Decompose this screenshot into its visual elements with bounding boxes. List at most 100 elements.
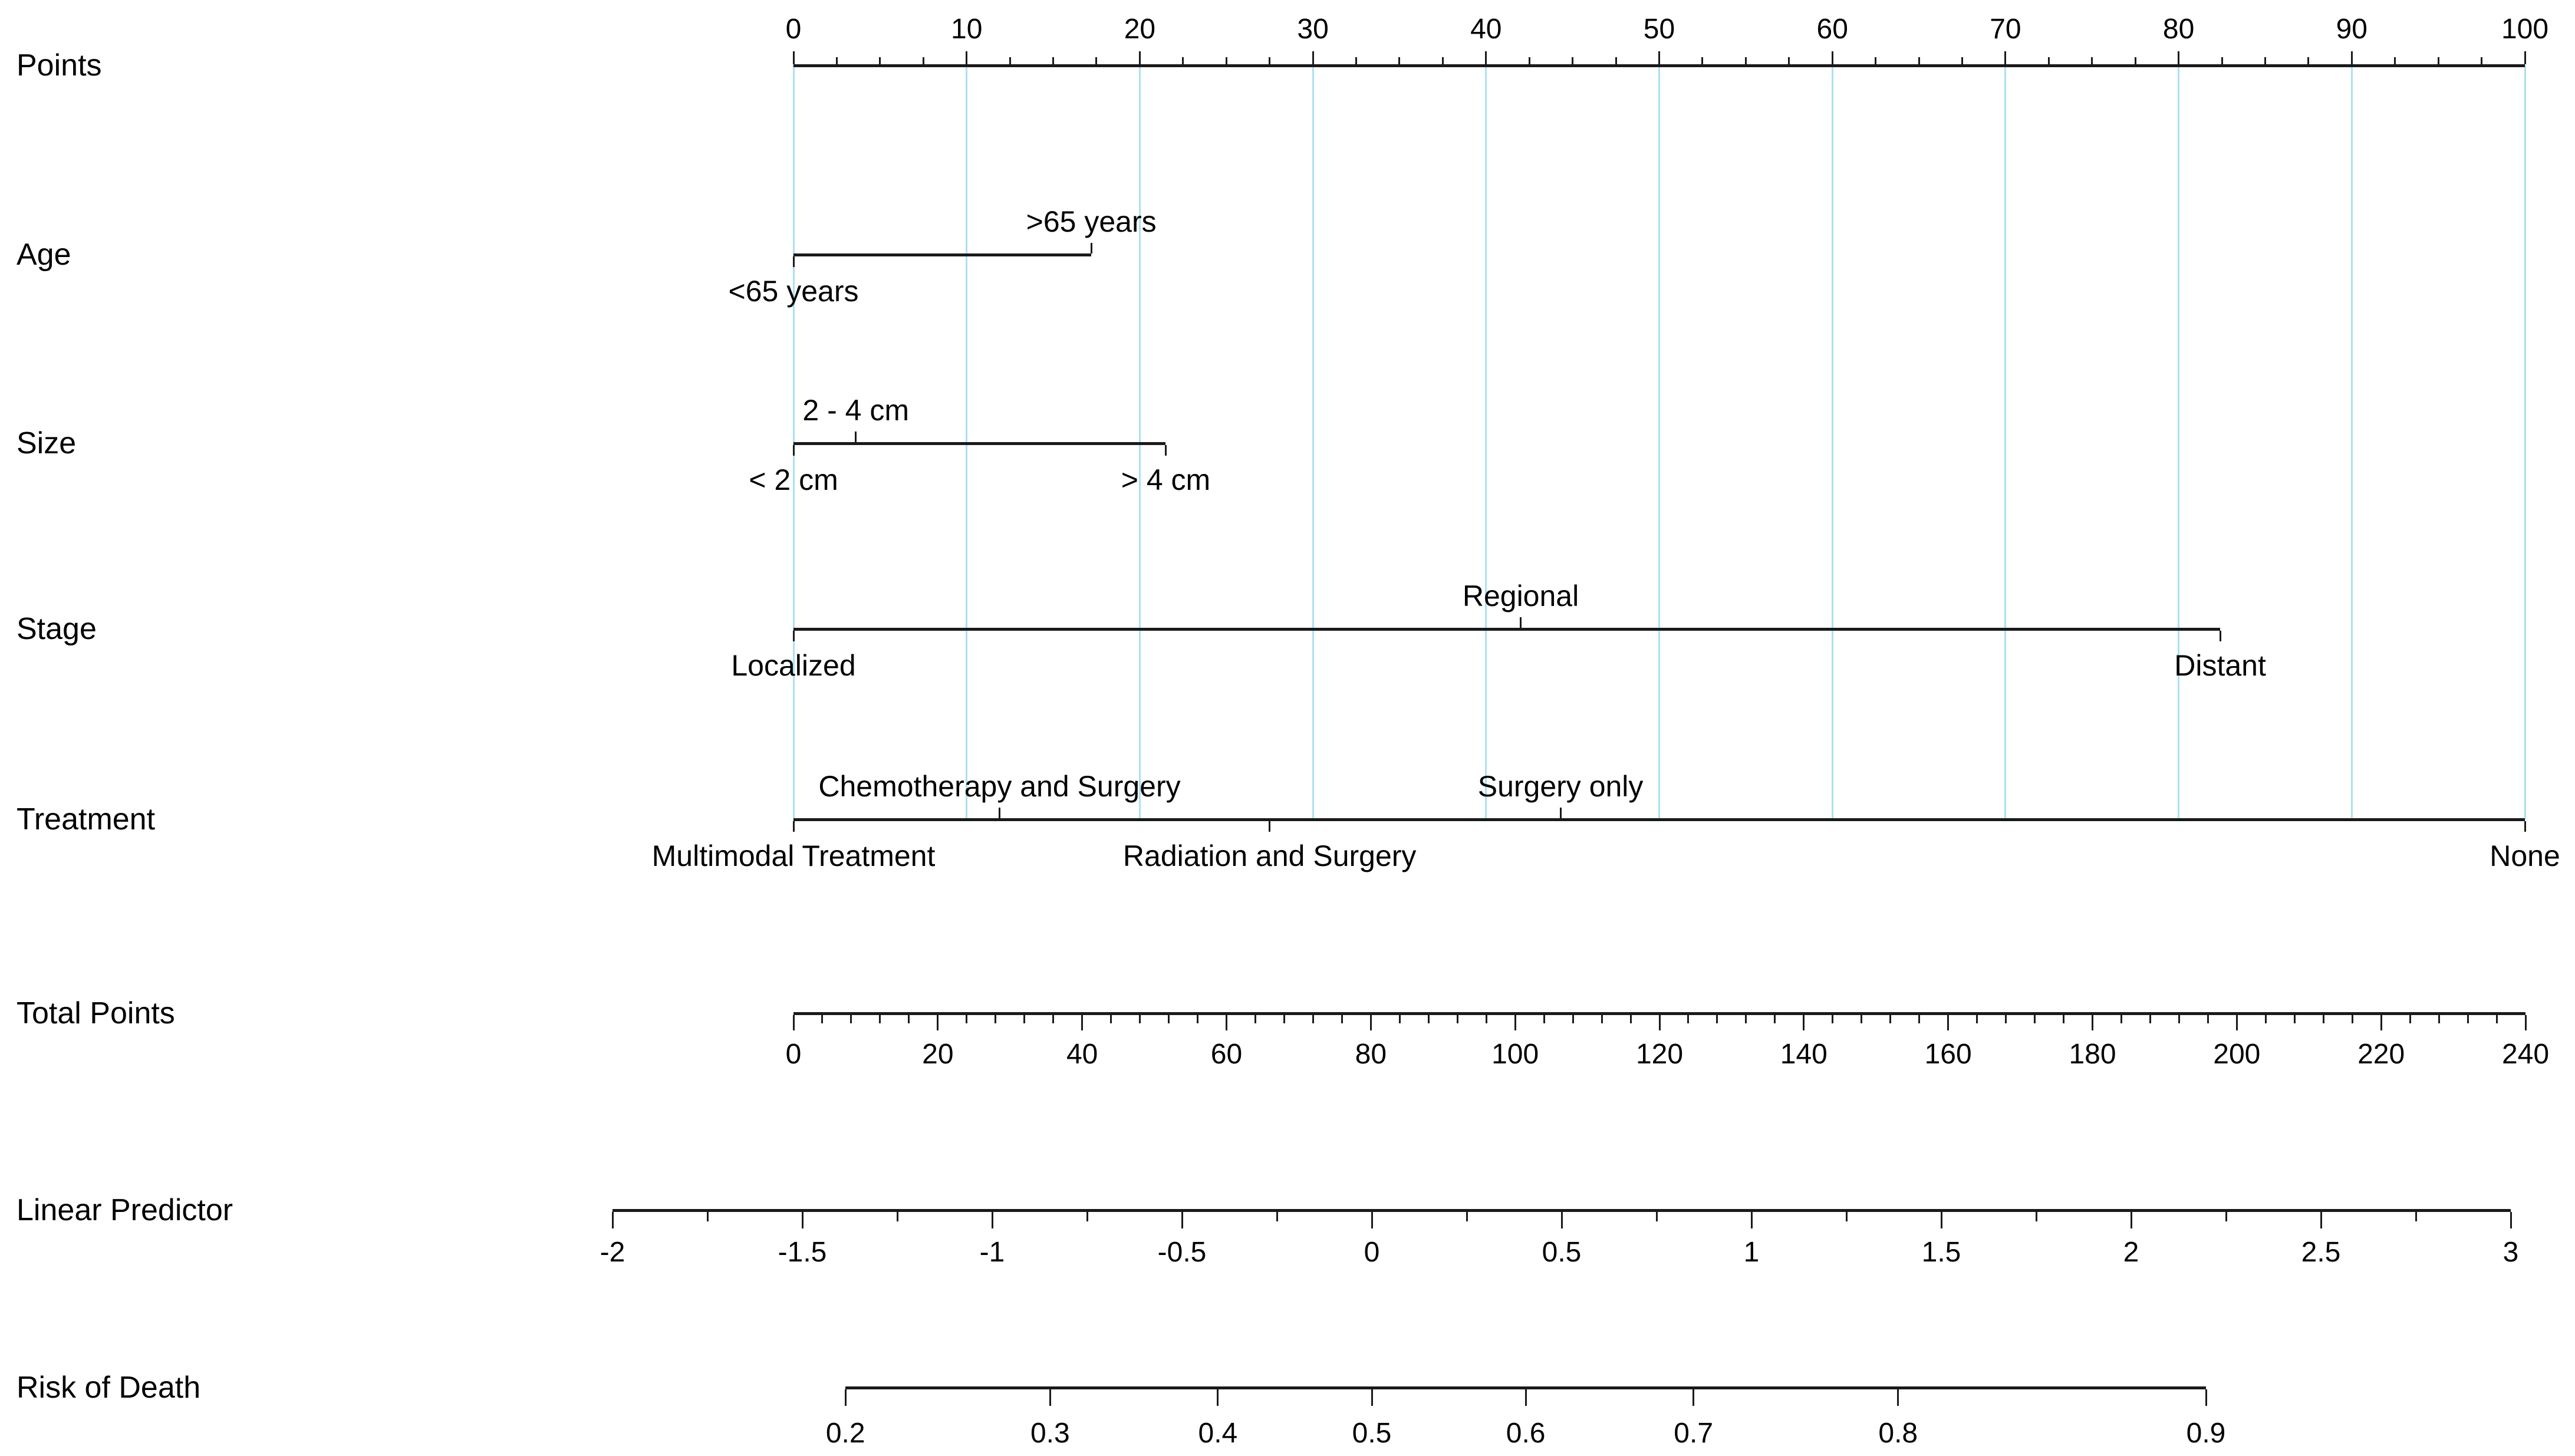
tick-label-points: 90 — [2336, 14, 2367, 45]
tick-label-points: 40 — [1470, 14, 1502, 45]
category-tick-size — [792, 445, 795, 456]
minor-tick-total_points — [2409, 1015, 2411, 1023]
category-label-size: > 4 cm — [1121, 463, 1211, 496]
tick-label-points: 0 — [785, 14, 802, 45]
tick-label-points: 100 — [2501, 14, 2549, 45]
major-tick-risk_of_death — [2205, 1389, 2207, 1406]
tick-label-linear_predictor: -2 — [600, 1237, 625, 1268]
minor-tick-linear_predictor — [1655, 1212, 1658, 1221]
major-tick-points — [2524, 51, 2526, 64]
major-tick-total_points — [1947, 1015, 1950, 1030]
category-tick-size — [855, 431, 857, 442]
tick-label-risk_of_death: 0.4 — [1198, 1418, 1238, 1449]
major-tick-risk_of_death — [1524, 1389, 1527, 1406]
axis-line-points — [793, 64, 2525, 67]
minor-tick-total_points — [2293, 1015, 2296, 1023]
tick-label-points: 20 — [1124, 14, 1156, 45]
major-tick-points — [2350, 51, 2353, 64]
points-gridline — [1831, 65, 1833, 819]
major-tick-points — [2004, 51, 2007, 64]
category-label-size: < 2 cm — [749, 463, 838, 496]
major-tick-total_points — [1658, 1015, 1661, 1030]
tick-label-points: 70 — [1990, 14, 2021, 45]
major-tick-risk_of_death — [844, 1389, 847, 1406]
major-tick-points — [966, 51, 968, 64]
major-tick-total_points — [2380, 1015, 2382, 1030]
major-tick-points — [1658, 51, 1660, 64]
minor-tick-total_points — [1716, 1015, 1718, 1023]
minor-tick-total_points — [1543, 1015, 1545, 1023]
minor-tick-total_points — [1745, 1015, 1747, 1023]
major-tick-linear_predictor — [1750, 1212, 1753, 1228]
major-tick-total_points — [2524, 1015, 2527, 1030]
minor-tick-total_points — [1601, 1015, 1603, 1023]
major-tick-points — [792, 51, 795, 64]
minor-tick-total_points — [2467, 1015, 2469, 1023]
minor-tick-total_points — [1918, 1015, 1921, 1023]
tick-label-risk_of_death: 0.3 — [1030, 1418, 1070, 1449]
tick-label-total_points: 0 — [785, 1039, 802, 1070]
category-tick-treatment — [2524, 821, 2526, 832]
category-tick-stage — [792, 631, 795, 641]
minor-tick-total_points — [1889, 1015, 1892, 1023]
category-label-age: <65 years — [728, 275, 859, 308]
category-tick-treatment — [1559, 808, 1562, 818]
minor-tick-total_points — [850, 1015, 852, 1023]
tick-label-linear_predictor: 0 — [1364, 1237, 1380, 1268]
minor-tick-total_points — [1629, 1015, 1632, 1023]
category-label-treatment: Multimodal Treatment — [651, 839, 936, 872]
major-tick-linear_predictor — [1560, 1212, 1563, 1228]
major-tick-total_points — [1226, 1015, 1227, 1030]
tick-label-linear_predictor: 1.5 — [1921, 1237, 1961, 1268]
minor-tick-points — [2047, 57, 2050, 64]
points-gridline — [2178, 65, 2180, 819]
row-label-points: Points — [17, 48, 102, 83]
major-tick-linear_predictor — [991, 1212, 993, 1228]
minor-tick-total_points — [2034, 1015, 2036, 1023]
minor-tick-total_points — [1456, 1015, 1458, 1023]
tick-label-linear_predictor: 1 — [1743, 1237, 1760, 1268]
category-label-size: 2 - 4 cm — [802, 394, 910, 427]
minor-tick-points — [1615, 57, 1617, 64]
tick-label-total_points: 100 — [1491, 1039, 1539, 1070]
minor-tick-points — [1572, 57, 1574, 64]
tick-label-points: 30 — [1297, 14, 1329, 45]
tick-label-linear_predictor: 0.5 — [1542, 1237, 1582, 1268]
minor-tick-total_points — [1976, 1015, 1978, 1023]
minor-tick-total_points — [2351, 1015, 2353, 1023]
tick-label-total_points: 200 — [2213, 1039, 2261, 1070]
minor-tick-linear_predictor — [2415, 1212, 2417, 1221]
tick-label-total_points: 240 — [2501, 1039, 2550, 1070]
major-tick-points — [1485, 51, 1487, 64]
axis-line-risk_of_death — [845, 1386, 2206, 1389]
minor-tick-total_points — [966, 1015, 968, 1023]
major-tick-linear_predictor — [1940, 1212, 1942, 1228]
points-gridline — [1485, 65, 1487, 819]
minor-tick-linear_predictor — [1466, 1212, 1468, 1221]
category-label-stage: Localized — [731, 649, 856, 682]
minor-tick-points — [2437, 57, 2439, 64]
major-tick-total_points — [1514, 1015, 1516, 1030]
major-tick-linear_predictor — [1371, 1212, 1373, 1228]
tick-label-points: 60 — [1816, 14, 1848, 45]
major-tick-linear_predictor — [611, 1212, 614, 1228]
minor-tick-linear_predictor — [1845, 1212, 1848, 1221]
minor-tick-total_points — [1283, 1015, 1285, 1023]
tick-label-total_points: 180 — [2069, 1039, 2116, 1070]
minor-tick-points — [1052, 57, 1055, 64]
axis-line-linear_predictor — [613, 1209, 2511, 1212]
category-tick-treatment — [1269, 821, 1271, 832]
category-label-stage: Regional — [1462, 579, 1579, 612]
minor-tick-total_points — [1398, 1015, 1401, 1023]
minor-tick-total_points — [1168, 1015, 1170, 1023]
minor-tick-total_points — [821, 1015, 824, 1023]
major-tick-points — [1831, 51, 1833, 64]
axis-line-total_points — [793, 1012, 2525, 1015]
minor-tick-total_points — [1832, 1015, 1834, 1023]
minor-tick-points — [1918, 57, 1920, 64]
category-tick-treatment — [999, 808, 1000, 818]
category-tick-stage — [1520, 617, 1522, 628]
category-line-age — [793, 253, 1092, 256]
minor-tick-points — [2264, 57, 2266, 64]
minor-tick-total_points — [1687, 1015, 1690, 1023]
